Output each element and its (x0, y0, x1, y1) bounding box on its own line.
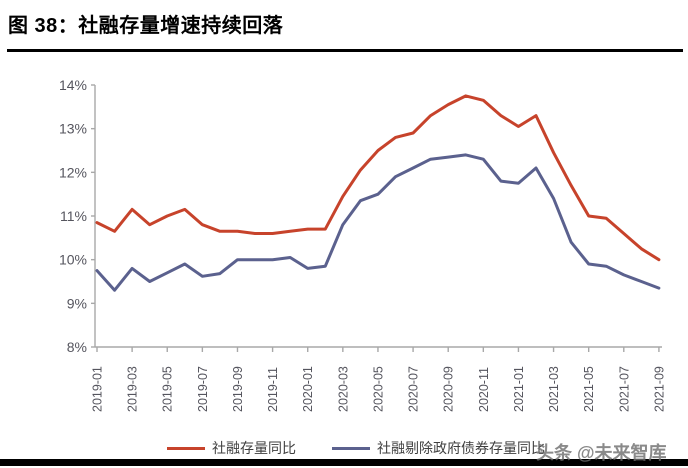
svg-text:2020-09: 2020-09 (442, 366, 456, 412)
legend-line-swatch-red (167, 446, 205, 450)
svg-text:2019-05: 2019-05 (161, 366, 175, 412)
svg-text:2020-05: 2020-05 (371, 366, 385, 412)
svg-text:2019-09: 2019-09 (231, 366, 245, 412)
svg-text:14%: 14% (59, 77, 87, 93)
svg-text:2021-05: 2021-05 (582, 366, 596, 412)
svg-text:10%: 10% (59, 252, 87, 268)
figure-title: 图 38：社融存量增速持续回落 (8, 15, 284, 37)
svg-text:12%: 12% (59, 164, 87, 180)
svg-text:2020-03: 2020-03 (336, 366, 350, 412)
legend-line-swatch-blue (332, 446, 370, 450)
svg-text:2019-01: 2019-01 (91, 366, 105, 412)
svg-text:2019-07: 2019-07 (196, 366, 210, 412)
svg-text:2019-11: 2019-11 (266, 367, 280, 412)
svg-text:2020-11: 2020-11 (477, 367, 491, 412)
svg-text:2020-07: 2020-07 (407, 366, 421, 412)
svg-text:2021-07: 2021-07 (617, 366, 631, 412)
svg-text:9%: 9% (67, 295, 87, 311)
legend-label: 社融存量同比 (212, 440, 296, 456)
svg-text:2021-01: 2021-01 (512, 366, 526, 412)
svg-text:2019-03: 2019-03 (126, 366, 140, 412)
chart-legend: 社融存量同比 社融剔除政府债券存量同比 (167, 438, 545, 458)
svg-text:2020-01: 2020-01 (301, 366, 315, 412)
legend-item-series1: 社融存量同比 (167, 438, 296, 458)
title-divider (7, 49, 683, 52)
svg-text:13%: 13% (59, 121, 87, 137)
svg-text:2021-03: 2021-03 (547, 366, 561, 412)
svg-text:11%: 11% (60, 208, 87, 224)
legend-label: 社融剔除政府债券存量同比 (377, 440, 545, 456)
svg-text:8%: 8% (67, 339, 87, 355)
line-chart: 14% 13% 12% 11% 10% 9% 8% 2019-01 2019-03 2019-05… (59, 77, 666, 412)
legend-item-series2: 社融剔除政府债券存量同比 (332, 438, 545, 458)
bottom-divider (0, 459, 688, 466)
watermark-text: 头条 @未来智库 (536, 443, 667, 463)
line-chart-area: 14% 13% 12% 11% 10% 9% 8% 2019-01 2019-03 2019-05… (0, 60, 688, 428)
svg-text:2021-09: 2021-09 (652, 366, 666, 412)
